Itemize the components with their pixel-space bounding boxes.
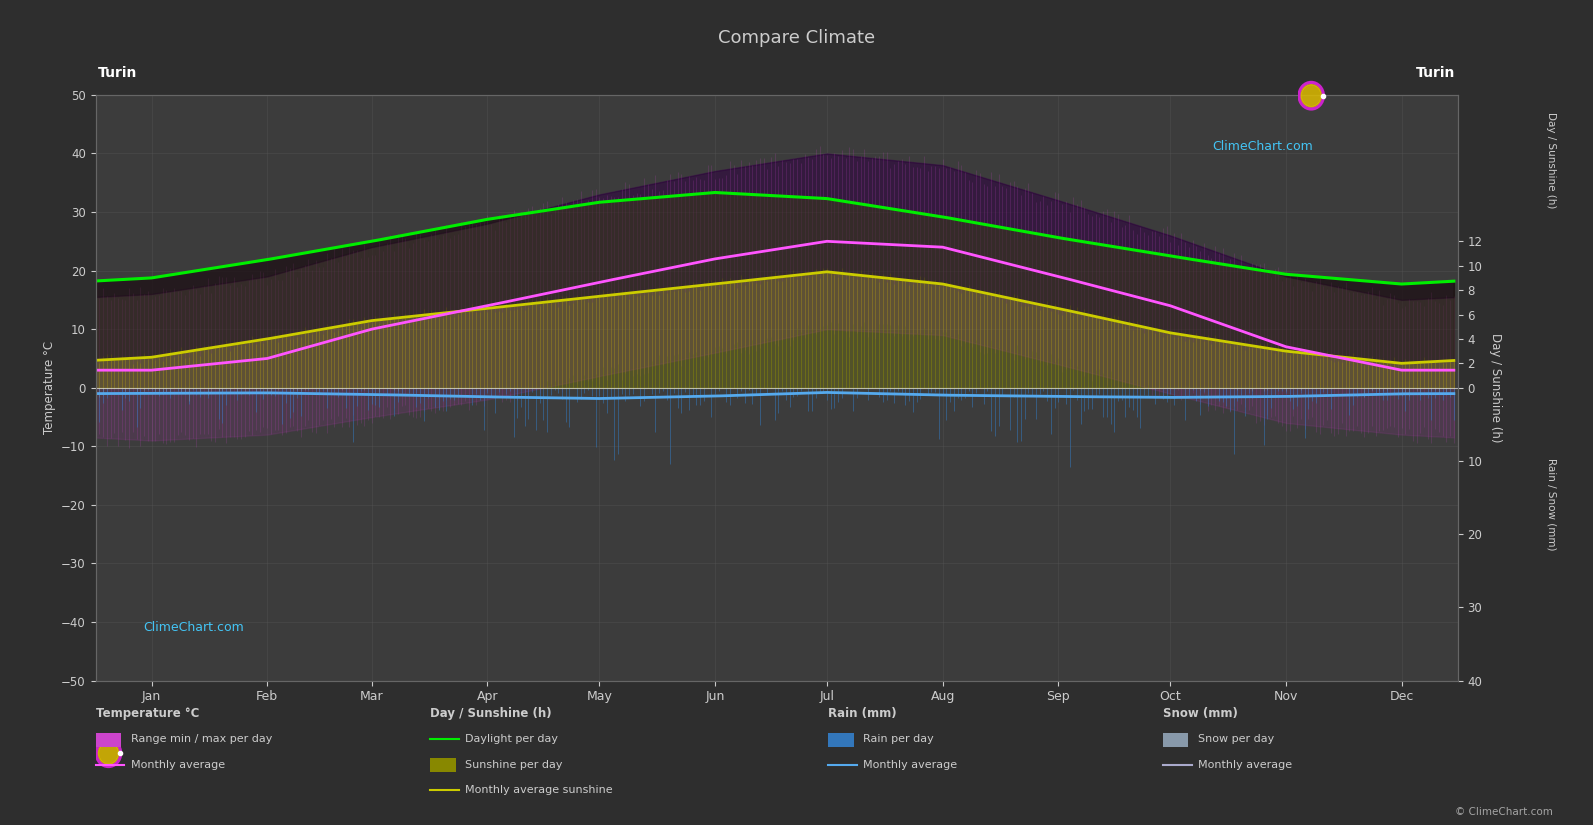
Circle shape bbox=[99, 742, 118, 764]
Text: Rain / Snow (mm): Rain / Snow (mm) bbox=[1547, 458, 1556, 550]
Text: Monthly average: Monthly average bbox=[1198, 760, 1292, 770]
Text: Rain (mm): Rain (mm) bbox=[828, 707, 897, 720]
Text: Temperature °C: Temperature °C bbox=[96, 707, 199, 720]
Circle shape bbox=[1301, 85, 1321, 106]
Y-axis label: Temperature °C: Temperature °C bbox=[43, 342, 56, 434]
Text: Daylight per day: Daylight per day bbox=[465, 734, 558, 744]
Text: Rain per day: Rain per day bbox=[863, 734, 933, 744]
Text: Monthly average sunshine: Monthly average sunshine bbox=[465, 785, 613, 795]
Text: Monthly average: Monthly average bbox=[131, 760, 225, 770]
Text: ClimeChart.com: ClimeChart.com bbox=[1212, 140, 1313, 153]
Text: Range min / max per day: Range min / max per day bbox=[131, 734, 272, 744]
Text: ClimeChart.com: ClimeChart.com bbox=[143, 620, 244, 634]
Text: Turin: Turin bbox=[99, 66, 137, 80]
Text: Turin: Turin bbox=[1416, 66, 1454, 80]
Text: Monthly average: Monthly average bbox=[863, 760, 957, 770]
Text: Compare Climate: Compare Climate bbox=[718, 29, 875, 47]
Text: Day / Sunshine (h): Day / Sunshine (h) bbox=[1547, 112, 1556, 209]
Text: Day / Sunshine (h): Day / Sunshine (h) bbox=[430, 707, 551, 720]
Y-axis label: Day / Sunshine (h): Day / Sunshine (h) bbox=[1489, 333, 1502, 442]
Text: Snow per day: Snow per day bbox=[1198, 734, 1274, 744]
Text: © ClimeChart.com: © ClimeChart.com bbox=[1456, 807, 1553, 817]
Text: Snow (mm): Snow (mm) bbox=[1163, 707, 1238, 720]
Text: Sunshine per day: Sunshine per day bbox=[465, 760, 562, 770]
